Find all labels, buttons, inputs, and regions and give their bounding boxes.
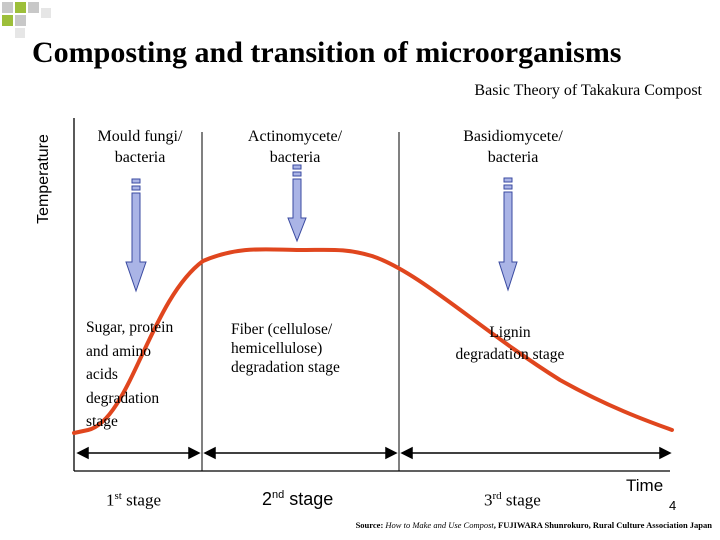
page-number: 4 <box>669 498 677 513</box>
stage-number: 3 <box>484 490 493 510</box>
page-subtitle: Basic Theory of Takakura Compost <box>474 82 702 99</box>
stage-label-1: 1st stage <box>106 490 161 511</box>
stage-ordinal-suffix: rd <box>492 490 502 502</box>
description-line: degradation stage <box>231 359 340 376</box>
x-axis-label: Time <box>626 476 664 495</box>
span-arrow-stage-2 <box>203 446 398 460</box>
microbe-line: Mould fungi/ <box>97 128 183 145</box>
stage-label-2: 2nd stage <box>262 489 333 510</box>
description-line: Sugar, protein <box>86 319 174 336</box>
microbe-label-stage-1: Mould fungi/ bacteria <box>80 126 200 168</box>
description-line: hemicellulose) <box>231 340 323 357</box>
microbe-line: bacteria <box>487 149 539 166</box>
stage-ordinal-suffix: st <box>114 490 122 502</box>
source-prefix: Source: <box>355 520 386 530</box>
description-line: acids <box>86 366 118 383</box>
description-line: Fiber (cellulose/ <box>231 321 333 338</box>
arrow-stage-3 <box>498 177 518 292</box>
stage-description-1: Sugar, protein and amino acids degradati… <box>86 316 204 434</box>
description-line: Lignin <box>489 324 531 341</box>
stage-word: stage <box>126 490 162 510</box>
stage-number: 1 <box>106 490 115 510</box>
description-line: stage <box>86 413 118 430</box>
description-line: and amino <box>86 342 151 360</box>
decorative-squares <box>2 2 51 38</box>
microbe-line: bacteria <box>114 149 166 166</box>
source-rest: , FUJIWARA Shunrokuro, Rural Culture Ass… <box>493 520 712 530</box>
page-title: Composting and transition of microorgani… <box>32 36 622 69</box>
span-arrow-stage-3 <box>400 446 672 460</box>
microbe-line: Basidiomycete/ <box>463 128 563 145</box>
microbe-line: Actinomycete/ <box>247 128 343 145</box>
microbe-label-stage-3: Basidiomycete/ bacteria <box>438 126 588 168</box>
stage-word: stage <box>505 490 541 510</box>
stage-number: 2 <box>262 489 273 509</box>
source-citation: Source: How to Make and Use Compost, FUJ… <box>356 520 712 530</box>
microbe-line: bacteria <box>269 149 321 166</box>
description-line: degradation stage <box>455 346 565 363</box>
microbe-label-stage-2: Actinomycete/ bacteria <box>225 126 365 168</box>
stage-label-3: 3rd stage <box>484 490 541 511</box>
temperature-curve <box>72 247 674 435</box>
stage-ordinal-suffix: nd <box>272 489 285 501</box>
arrow-stage-2 <box>287 164 307 243</box>
arrow-stage-1 <box>125 178 147 293</box>
source-book-title: How to Make and Use Compost <box>385 520 494 530</box>
stage-word: stage <box>289 489 334 509</box>
stage-description-3: Lignin degradation stage <box>430 322 590 366</box>
stage-description-2: Fiber (cellulose/ hemicellulose) degrada… <box>231 320 396 377</box>
description-line: degradation <box>86 389 160 407</box>
span-arrow-stage-1 <box>76 446 201 460</box>
